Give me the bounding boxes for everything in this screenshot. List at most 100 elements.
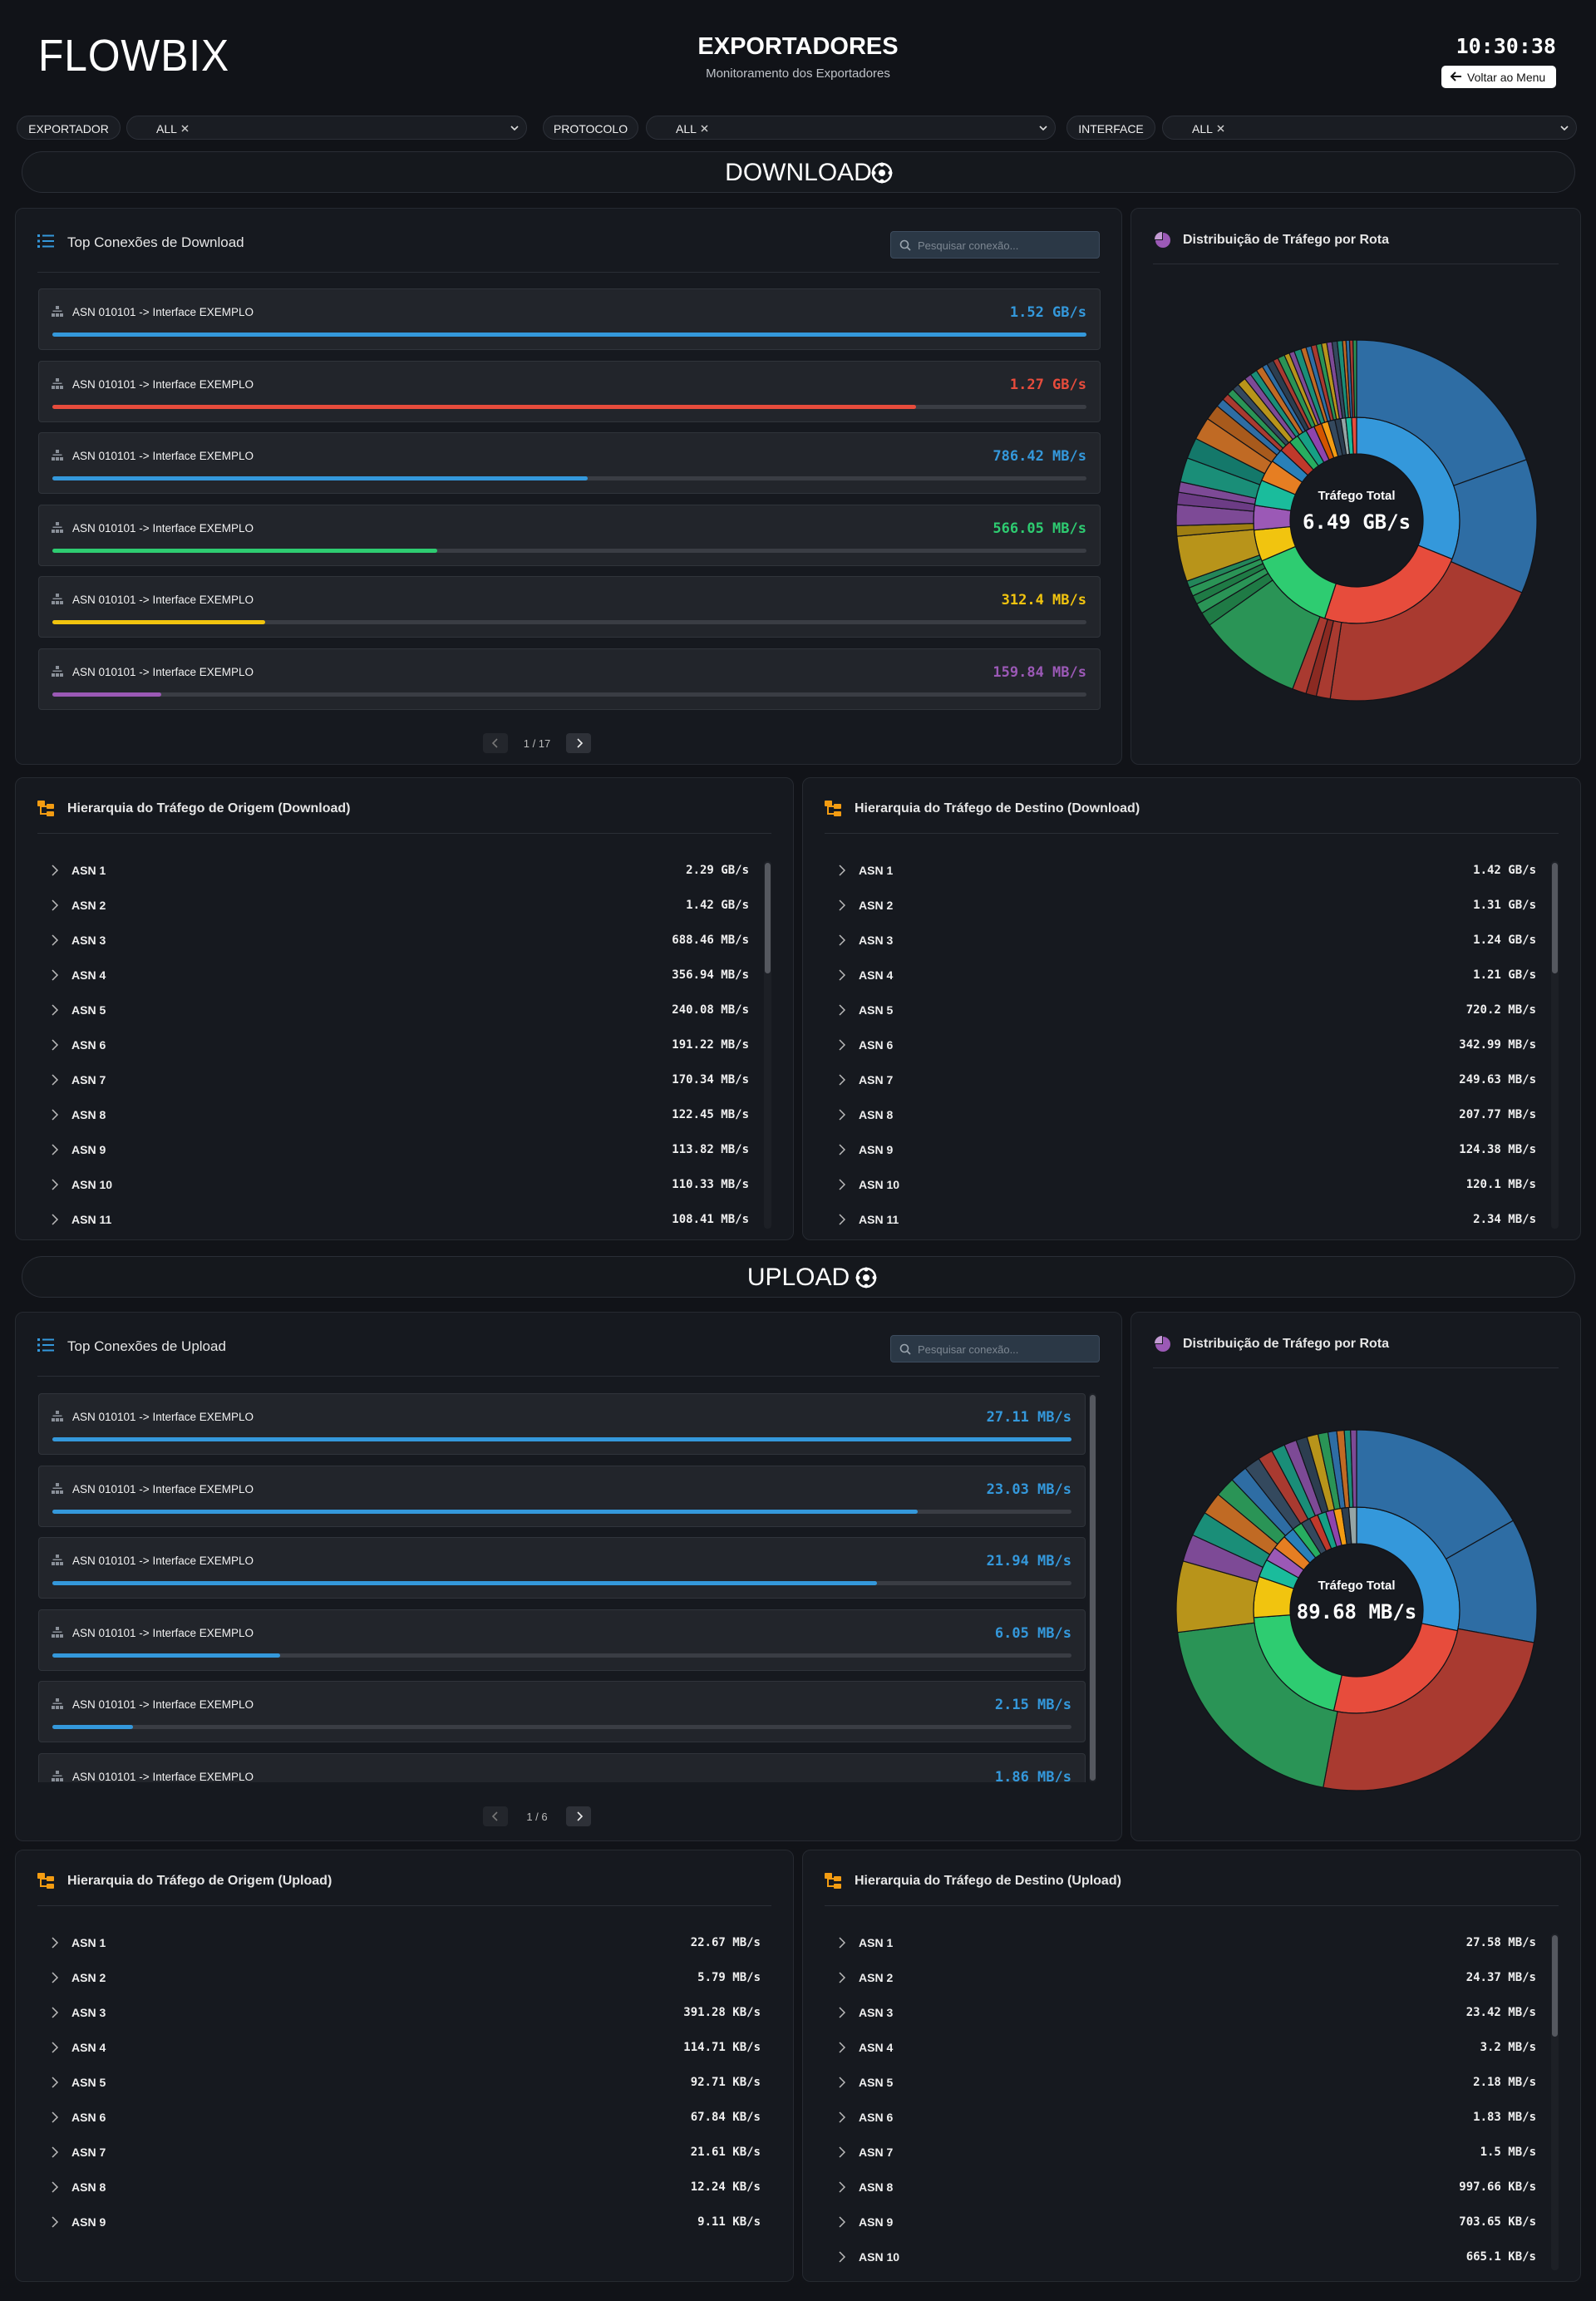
hierarchy-row[interactable]: ASN 9 703.65 KB/s — [828, 2210, 1546, 2234]
hierarchy-row[interactable]: ASN 2 1.31 GB/s — [828, 893, 1546, 918]
hierarchy-row[interactable]: ASN 9 9.11 KB/s — [41, 2210, 771, 2234]
hierarchy-row[interactable]: ASN 5 2.18 MB/s — [828, 2070, 1546, 2095]
hierarchy-icon — [825, 801, 841, 816]
hierarchy-row[interactable]: ASN 1 22.67 MB/s — [41, 1930, 771, 1955]
scrollbar — [764, 861, 771, 1229]
hierarchy-row[interactable]: ASN 5 720.2 MB/s — [828, 998, 1546, 1022]
divider — [37, 272, 1100, 273]
search-box[interactable]: Pesquisar conexão... — [890, 1335, 1100, 1362]
hierarchy-row[interactable]: ASN 6 342.99 MB/s — [828, 1032, 1546, 1057]
hierarchy-panel: Hierarquia do Tráfego de Destino (Downlo… — [802, 777, 1581, 1240]
asn-value: 2.18 MB/s — [1473, 2076, 1536, 2089]
expand-icon — [839, 2251, 846, 2263]
hierarchy-row[interactable]: ASN 9 124.38 MB/s — [828, 1137, 1546, 1162]
asn-name: ASN 6 — [859, 1038, 894, 1052]
bar-track — [52, 1509, 1071, 1514]
asn-value: 997.66 KB/s — [1459, 2180, 1536, 2194]
hierarchy-row[interactable]: ASN 4 356.94 MB/s — [41, 963, 759, 988]
asn-value: 92.71 KB/s — [690, 2076, 761, 2089]
connection-card[interactable]: ASN 010101 -> Interface EXEMPLO 312.4 MB/… — [38, 576, 1101, 638]
connection-card[interactable]: ASN 010101 -> Interface EXEMPLO 1.52 GB/s — [38, 288, 1101, 350]
connection-value: 2.15 MB/s — [994, 1697, 1071, 1713]
hierarchy-row[interactable]: ASN 1 27.58 MB/s — [828, 1930, 1546, 1955]
hierarchy-row[interactable]: ASN 10 665.1 KB/s — [828, 2244, 1546, 2269]
sunburst-chart — [1175, 339, 1538, 702]
hierarchy-row[interactable]: ASN 6 191.22 MB/s — [41, 1032, 759, 1057]
next-button[interactable] — [566, 1806, 591, 1826]
top-connections-panel: Top Conexões de Download Pesquisar conexã… — [15, 208, 1122, 765]
hierarchy-row[interactable]: ASN 3 1.24 GB/s — [828, 928, 1546, 953]
expand-icon — [52, 2181, 59, 2193]
hierarchy-row[interactable]: ASN 2 1.42 GB/s — [41, 893, 759, 918]
filter-select[interactable]: ALL — [1162, 116, 1577, 140]
hierarchy-row[interactable]: ASN 8 207.77 MB/s — [828, 1102, 1546, 1127]
hierarchy-row[interactable]: ASN 4 1.21 GB/s — [828, 963, 1546, 988]
asn-name: ASN 3 — [71, 934, 106, 947]
asn-name: ASN 1 — [71, 1936, 106, 1949]
hierarchy-row[interactable]: ASN 5 240.08 MB/s — [41, 998, 759, 1022]
asn-value: 1.42 GB/s — [686, 899, 749, 912]
asn-name: ASN 7 — [859, 1073, 894, 1086]
filter-value: ALL — [1192, 122, 1213, 135]
bar-track — [52, 404, 1086, 409]
hierarchy-row[interactable]: ASN 11 108.41 MB/s — [41, 1207, 759, 1231]
hierarchy-row[interactable]: ASN 6 1.83 MB/s — [828, 2105, 1546, 2130]
hierarchy-row[interactable]: ASN 2 24.37 MB/s — [828, 1965, 1546, 1990]
connection-value: 312.4 MB/s — [1001, 592, 1086, 609]
section-banner: DOWNLOAD — [22, 151, 1575, 193]
hierarchy-row[interactable]: ASN 10 110.33 MB/s — [41, 1172, 759, 1197]
hierarchy-row[interactable]: ASN 7 170.34 MB/s — [41, 1067, 759, 1092]
hierarchy-row[interactable]: ASN 3 688.46 MB/s — [41, 928, 759, 953]
connection-card[interactable]: ASN 010101 -> Interface EXEMPLO 1.86 MB/s — [38, 1752, 1086, 1782]
filter-select[interactable]: ALL — [646, 116, 1056, 140]
connection-label: ASN 010101 -> Interface EXEMPLO — [72, 665, 254, 678]
asn-name: ASN 5 — [859, 1003, 894, 1017]
hierarchy-row[interactable]: ASN 4 114.71 KB/s — [41, 2035, 771, 2060]
hierarchy-row[interactable]: ASN 8 12.24 KB/s — [41, 2175, 771, 2200]
asn-value: 22.67 MB/s — [690, 1936, 761, 1949]
back-button[interactable]: Voltar ao Menu — [1441, 66, 1556, 88]
asn-value: 391.28 KB/s — [683, 2006, 761, 2019]
hierarchy-row[interactable]: ASN 8 997.66 KB/s — [828, 2175, 1546, 2200]
hierarchy-list: ASN 1 2.29 GB/s ASN 2 1.42 GB/s ASN 3 688.46 … — [16, 845, 795, 1231]
connection-card[interactable]: ASN 010101 -> Interface EXEMPLO 23.03 MB/… — [38, 1465, 1086, 1527]
connection-card[interactable]: ASN 010101 -> Interface EXEMPLO 159.84 MB… — [38, 648, 1101, 710]
hierarchy-row[interactable]: ASN 1 2.29 GB/s — [41, 858, 759, 883]
filter-select[interactable]: ALL — [126, 116, 527, 140]
expand-icon — [52, 969, 59, 981]
hierarchy-row[interactable]: ASN 2 5.79 MB/s — [41, 1965, 771, 1990]
filter-label-text: INTERFACE — [1078, 122, 1144, 135]
panel-title: Distribuição de Tráfego por Rota — [1183, 233, 1390, 247]
asn-name: ASN 2 — [71, 1971, 106, 1984]
hierarchy-row[interactable]: ASN 3 391.28 KB/s — [41, 2000, 771, 2025]
hierarchy-row[interactable]: ASN 7 249.63 MB/s — [828, 1067, 1546, 1092]
hierarchy-row[interactable]: ASN 5 92.71 KB/s — [41, 2070, 771, 2095]
connection-card[interactable]: ASN 010101 -> Interface EXEMPLO 27.11 MB/… — [38, 1393, 1086, 1455]
search-box[interactable]: Pesquisar conexão... — [890, 231, 1100, 259]
hierarchy-row[interactable]: ASN 9 113.82 MB/s — [41, 1137, 759, 1162]
connection-card[interactable]: ASN 010101 -> Interface EXEMPLO 6.05 MB/s — [38, 1609, 1086, 1671]
connection-value: 566.05 MB/s — [993, 520, 1086, 537]
hierarchy-row[interactable]: ASN 1 1.42 GB/s — [828, 858, 1546, 883]
asn-name: ASN 2 — [859, 899, 894, 912]
hierarchy-row[interactable]: ASN 7 21.61 KB/s — [41, 2140, 771, 2165]
asn-value: 703.65 KB/s — [1459, 2215, 1536, 2229]
hierarchy-row[interactable]: ASN 6 67.84 KB/s — [41, 2105, 771, 2130]
dropdown-icon — [1560, 126, 1569, 131]
hierarchy-row[interactable]: ASN 10 120.1 MB/s — [828, 1172, 1546, 1197]
hierarchy-row[interactable]: ASN 7 1.5 MB/s — [828, 2140, 1546, 2165]
bar — [52, 476, 588, 480]
connection-card[interactable]: ASN 010101 -> Interface EXEMPLO 2.15 MB/s — [38, 1681, 1086, 1742]
connection-card[interactable]: ASN 010101 -> Interface EXEMPLO 1.27 GB/s — [38, 360, 1101, 422]
connection-card[interactable]: ASN 010101 -> Interface EXEMPLO 566.05 MB… — [38, 504, 1101, 566]
connection-card[interactable]: ASN 010101 -> Interface EXEMPLO 786.42 MB… — [38, 432, 1101, 494]
next-button[interactable] — [566, 733, 591, 753]
prev-button[interactable] — [483, 733, 508, 753]
connection-card[interactable]: ASN 010101 -> Interface EXEMPLO 21.94 MB/… — [38, 1537, 1086, 1599]
hierarchy-row[interactable]: ASN 3 23.42 MB/s — [828, 2000, 1546, 2025]
prev-button[interactable] — [483, 1806, 508, 1826]
hierarchy-row[interactable]: ASN 4 3.2 MB/s — [828, 2035, 1546, 2060]
hierarchy-row[interactable]: ASN 11 2.34 MB/s — [828, 1207, 1546, 1231]
hierarchy-row[interactable]: ASN 8 122.45 MB/s — [41, 1102, 759, 1127]
hierarchy-icon — [37, 801, 54, 816]
